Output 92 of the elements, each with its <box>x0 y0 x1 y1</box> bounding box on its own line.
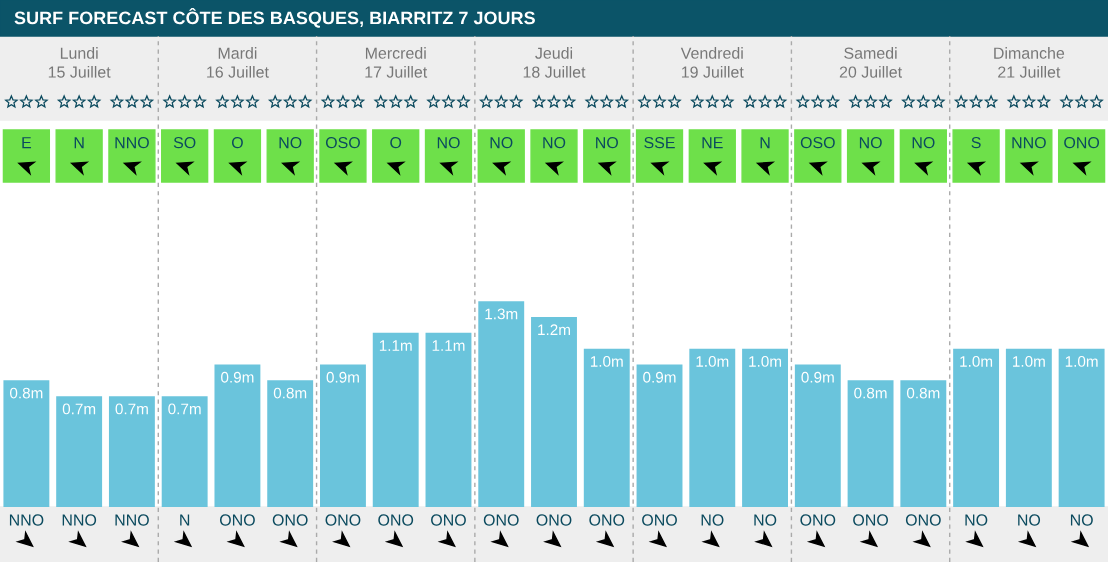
text: OSO <box>325 136 360 149</box>
bar <box>531 316 577 507</box>
text: NO <box>912 136 935 149</box>
text: OSO <box>800 136 835 149</box>
x-tick-label: NO <box>754 514 777 526</box>
x-tick-label: ONO <box>483 514 519 526</box>
text: O <box>390 136 402 149</box>
data-label: 0.8m <box>10 387 43 399</box>
bar <box>320 364 366 507</box>
x-tick-label: ONO <box>642 514 677 526</box>
text: E <box>22 137 32 149</box>
bar <box>3 380 50 507</box>
bar <box>108 396 155 507</box>
data-label: 0.7m <box>115 403 148 415</box>
text: Dimanche 21 Juillet <box>994 47 1065 78</box>
data-label: 1.0m <box>960 356 993 367</box>
bar <box>214 364 261 507</box>
data-label: 1.3m <box>485 308 518 320</box>
bar <box>742 348 788 507</box>
data-label: 1.1m <box>379 340 412 351</box>
x-tick-label: NO <box>701 514 724 526</box>
data-label: 0.7m <box>62 403 96 415</box>
data-label: 0.9m <box>326 371 359 383</box>
text: Samedi 20 Juillet <box>839 47 902 78</box>
text: Mercredi 17 Juillet <box>365 47 428 78</box>
bar <box>900 380 947 507</box>
data-label: 0.7m <box>168 403 201 415</box>
text: Jeudi 18 Juillet <box>523 47 586 78</box>
x-tick-label: ONO <box>853 514 888 526</box>
text: NO <box>543 136 566 149</box>
text: NO <box>490 136 513 149</box>
x-tick-label: ONO <box>272 514 308 526</box>
data-label: 0.9m <box>221 371 254 383</box>
x-tick-label: ONO <box>325 514 361 526</box>
text: NNO <box>115 136 149 149</box>
data-label: 0.8m <box>906 387 940 399</box>
x-tick-label: ONO <box>219 514 255 526</box>
data-label: 0.8m <box>854 387 887 399</box>
data-label: 1.0m <box>1065 356 1098 367</box>
data-label: 1.0m <box>1013 356 1045 367</box>
text: Vendredi 19 Juillet <box>680 47 744 78</box>
data-label: 1.0m <box>696 356 729 367</box>
bar <box>1058 348 1105 507</box>
text: NO <box>596 136 618 149</box>
text: ONO <box>1064 136 1100 149</box>
text: N <box>74 137 84 149</box>
bar <box>847 380 894 507</box>
text: O <box>231 136 243 149</box>
data-label: 0.8m <box>273 387 307 399</box>
bar <box>636 364 683 507</box>
x-tick-label: ONO <box>378 514 414 526</box>
bar <box>1005 348 1052 507</box>
bar <box>478 301 525 507</box>
data-label: 1.0m <box>590 356 623 367</box>
bar <box>953 348 1000 507</box>
x-tick-label: NO <box>1070 514 1093 526</box>
x-tick-label: NNO <box>115 514 149 526</box>
bar <box>583 348 630 507</box>
data-label: 1.2m <box>538 324 570 336</box>
data-label: 1.1m <box>432 340 465 351</box>
x-tick-label: ONO <box>800 514 836 526</box>
bar <box>267 380 314 507</box>
chart-title: SURF FORECAST CÔTE DES BASQUES, BIARRITZ 7 JOURS <box>14 7 535 28</box>
text: Mardi 16 Juillet <box>207 47 269 78</box>
data-label: 1.0m <box>749 356 782 367</box>
x-tick-label: ONO <box>905 514 941 526</box>
data-label: 0.9m <box>801 371 834 383</box>
bar <box>689 348 736 507</box>
x-tick-label: N <box>180 514 190 526</box>
text: NO <box>859 136 882 149</box>
text: SSE <box>644 136 675 149</box>
text: NO <box>437 136 460 149</box>
data-label: 0.9m <box>643 371 676 383</box>
bar <box>161 396 208 507</box>
x-tick-label: NNO <box>9 514 44 526</box>
x-tick-label: ONO <box>431 514 466 526</box>
text: NNO <box>1012 136 1046 149</box>
x-tick-label: NO <box>1018 514 1041 526</box>
text: Lundi 15 Juillet <box>48 47 111 78</box>
text: NE <box>702 137 723 149</box>
text: NO <box>279 136 302 149</box>
text: N <box>760 137 770 149</box>
text: SO <box>173 136 196 149</box>
bar <box>425 332 472 507</box>
bar <box>372 332 419 507</box>
x-tick-label: ONO <box>536 514 572 526</box>
x-tick-label: NNO <box>62 514 97 526</box>
x-tick-label: ONO <box>589 514 625 526</box>
text: S <box>971 136 981 149</box>
x-tick-label: NO <box>965 514 988 526</box>
bar <box>794 364 841 507</box>
bar <box>56 396 103 507</box>
